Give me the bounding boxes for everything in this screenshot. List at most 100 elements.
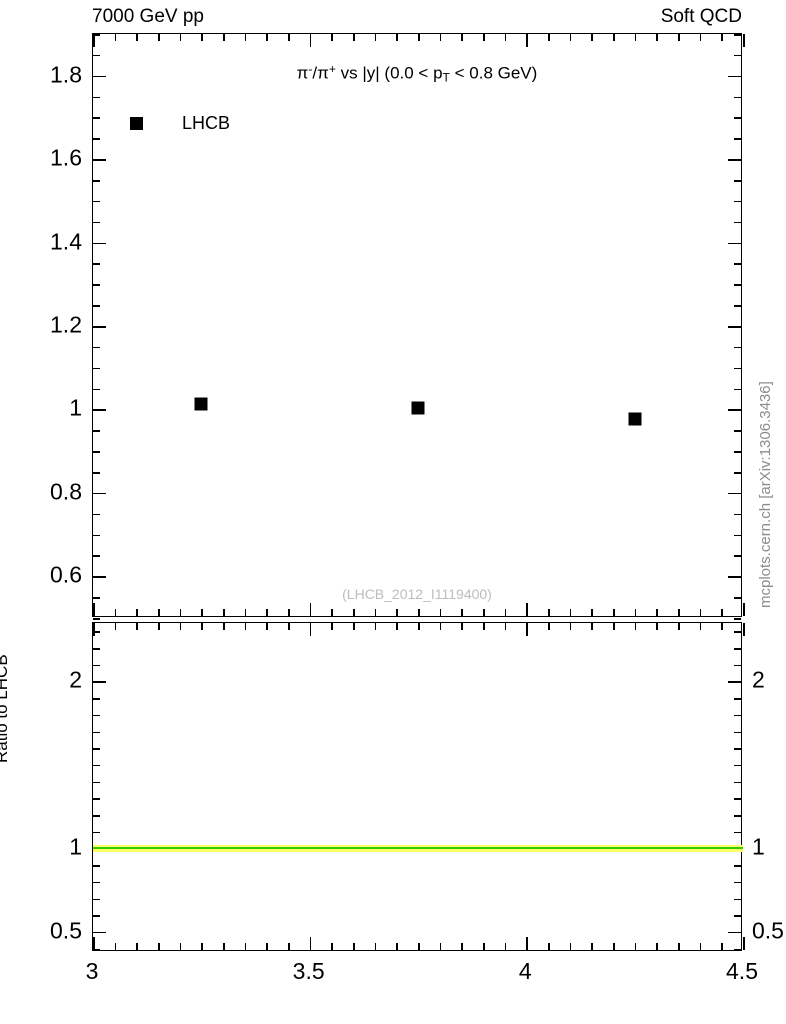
x-tick-top	[526, 623, 528, 636]
title-pt-subscript: T	[442, 70, 450, 85]
y-tick-right	[734, 731, 742, 734]
x-tick-bottom	[504, 943, 507, 951]
y-tick-right	[734, 284, 742, 286]
x-tick-bottom	[461, 943, 463, 951]
x-tick-bottom	[678, 609, 680, 617]
y-tick-label-ratio-right: 1	[752, 833, 765, 860]
x-tick-top	[743, 623, 745, 636]
y-tick-right	[728, 242, 742, 245]
x-tick-top	[266, 34, 268, 41]
y-tick-right	[734, 54, 742, 57]
x-tick-top	[374, 623, 377, 630]
x-tick-bottom	[699, 943, 702, 951]
x-tick-top	[309, 34, 312, 47]
y-tick-left	[93, 698, 100, 700]
y-tick-right	[728, 576, 742, 578]
x-tick-bottom	[721, 609, 723, 617]
x-tick-top	[656, 34, 658, 41]
x-tick-bottom	[504, 609, 507, 617]
x-tick-bottom	[634, 943, 637, 951]
x-tick-top	[678, 623, 680, 630]
x-tick-top	[699, 34, 702, 41]
x-tick-top	[353, 34, 355, 41]
y-tick-label-ratio-left: 2	[69, 666, 82, 693]
x-tick-bottom	[201, 609, 203, 617]
y-tick-left	[93, 34, 100, 36]
x-tick-top	[244, 34, 247, 41]
x-tick-bottom	[656, 943, 658, 951]
y-tick-left	[93, 714, 100, 717]
header-left-label: 7000 GeV pp	[92, 6, 204, 27]
x-tick-top	[353, 623, 355, 630]
x-tick-top	[179, 34, 182, 41]
x-tick-bottom	[439, 609, 442, 617]
x-tick-bottom	[591, 943, 593, 951]
x-tick-top	[721, 34, 723, 41]
y-tick-right	[734, 180, 742, 182]
y-tick-right	[734, 881, 742, 884]
x-tick-bottom	[526, 937, 528, 951]
y-tick-left	[93, 534, 100, 537]
y-tick-label-main: 0.8	[50, 478, 82, 505]
x-tick-label: 3	[85, 958, 99, 984]
x-tick-top	[418, 34, 420, 41]
x-tick-top	[439, 34, 442, 41]
y-tick-right	[734, 618, 742, 620]
y-tick-right	[734, 865, 742, 867]
x-tick-bottom	[244, 609, 247, 617]
data-point-marker	[628, 412, 642, 426]
y-tick-label-ratio-left: 1	[69, 833, 82, 860]
y-tick-right	[734, 472, 742, 474]
y-tick-left	[93, 409, 106, 411]
main-plot-panel	[92, 33, 745, 620]
y-tick-left	[93, 242, 106, 245]
y-tick-right	[728, 159, 742, 161]
y-tick-right	[734, 430, 742, 432]
x-tick-bottom	[223, 943, 225, 951]
y-tick-right	[734, 597, 742, 599]
x-tick-top	[266, 623, 268, 630]
x-tick-top	[483, 34, 485, 41]
y-tick-left	[93, 931, 106, 934]
y-tick-left	[93, 492, 106, 495]
x-tick-bottom	[93, 937, 95, 951]
title-vs: vs	[335, 63, 363, 83]
x-tick-top	[504, 34, 507, 41]
x-tick-bottom	[569, 943, 572, 951]
x-tick-bottom	[93, 603, 95, 617]
y-tick-right	[734, 948, 742, 951]
x-tick-bottom	[613, 609, 615, 617]
x-tick-bottom	[266, 943, 268, 951]
watermark-label: mcplots.cern.ch [arXiv:1306.3436]	[757, 381, 774, 608]
y-tick-right	[734, 221, 742, 224]
title-abs-y: |y|	[362, 63, 380, 83]
x-tick-bottom	[353, 609, 355, 617]
y-tick-left	[93, 284, 100, 286]
x-tick-bottom	[483, 943, 485, 951]
y-tick-left	[93, 648, 100, 650]
title-slash: /	[312, 63, 318, 83]
x-tick-top	[114, 34, 117, 41]
x-tick-top	[678, 34, 680, 41]
y-tick-right	[734, 714, 742, 717]
y-tick-left	[93, 200, 100, 203]
y-tick-left	[93, 915, 100, 917]
x-tick-top	[418, 623, 420, 630]
x-tick-bottom	[548, 943, 550, 951]
y-tick-label-main: 1.2	[50, 311, 82, 338]
y-tick-left	[93, 681, 106, 683]
x-tick-top	[634, 34, 637, 41]
x-tick-bottom	[201, 943, 203, 951]
x-tick-bottom	[439, 943, 442, 951]
x-tick-top	[439, 623, 442, 630]
y-tick-right	[734, 748, 742, 750]
y-tick-right	[728, 681, 742, 683]
x-tick-bottom	[418, 609, 420, 617]
x-tick-bottom	[288, 943, 290, 951]
x-tick-bottom	[396, 609, 398, 617]
y-tick-left	[93, 555, 100, 557]
data-point-marker	[411, 401, 425, 415]
y-tick-left	[93, 138, 100, 140]
y-tick-right	[734, 664, 742, 667]
y-tick-left	[93, 898, 100, 901]
